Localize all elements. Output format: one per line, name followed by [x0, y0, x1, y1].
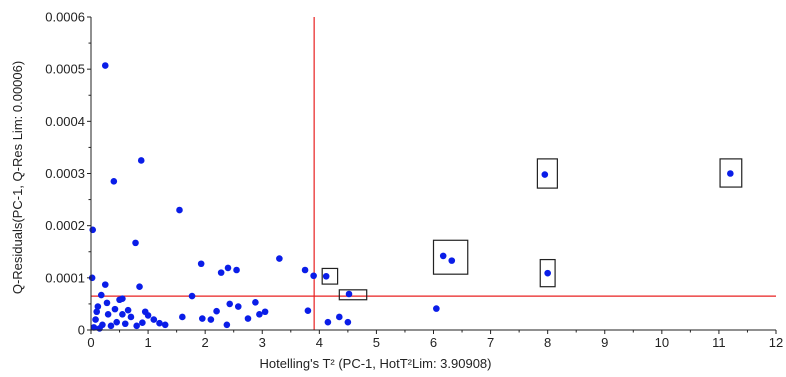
- data-point: [156, 319, 163, 327]
- y-tick-label: 0.0005: [45, 62, 85, 77]
- data-point: [119, 311, 126, 318]
- outlier-box: [338, 289, 368, 301]
- axes: [87, 16, 777, 334]
- x-tick-label: 11: [712, 335, 726, 350]
- x-tick-label: 5: [373, 335, 380, 350]
- x-tick-label: 12: [769, 335, 783, 350]
- data-point: [223, 321, 231, 329]
- data-point: [448, 257, 456, 264]
- data-point: [433, 305, 440, 312]
- data-point: [121, 320, 129, 328]
- limit-lines: [91, 17, 776, 330]
- data-point: [136, 283, 143, 291]
- data-point: [244, 315, 252, 322]
- data-point: [92, 316, 99, 323]
- x-tick-label: 3: [259, 335, 266, 350]
- outlier-box: [321, 267, 339, 285]
- data-point: [104, 311, 112, 318]
- data-point: [344, 318, 352, 326]
- data-point: [127, 313, 135, 321]
- data-point: [116, 296, 123, 304]
- data-point: [96, 325, 103, 332]
- data-point: [324, 318, 332, 326]
- data-point: [133, 322, 140, 330]
- x-tick-label: 1: [144, 335, 151, 350]
- data-point: [234, 303, 242, 310]
- y-tick-labels: 0 0.0001 0.0002 0.0003 0.0004 0.0005 0.0006: [45, 10, 85, 338]
- data-points: [88, 62, 734, 332]
- x-tick-labels: 0 1 2 3 4 5 6 7 8 9 10 11 12: [87, 335, 783, 350]
- data-point: [113, 318, 120, 326]
- x-tick-label: 7: [487, 335, 494, 350]
- y-tick-label: 0.0004: [45, 114, 85, 129]
- data-point: [224, 264, 232, 272]
- data-point: [132, 239, 139, 247]
- data-point: [226, 300, 234, 308]
- data-point: [541, 171, 549, 178]
- data-point: [101, 281, 109, 288]
- data-point: [179, 313, 186, 321]
- x-tick-label: 10: [655, 335, 669, 350]
- x-tick-label: 2: [202, 335, 209, 350]
- data-point: [207, 316, 215, 323]
- data-point: [101, 62, 109, 69]
- data-point: [439, 252, 447, 260]
- data-point: [727, 170, 734, 177]
- data-point: [124, 306, 132, 314]
- data-point: [322, 272, 330, 280]
- y-tick-label: 0.0001: [45, 270, 85, 285]
- data-point: [107, 322, 115, 330]
- data-point: [304, 307, 312, 314]
- data-point: [139, 319, 146, 326]
- data-point: [233, 266, 240, 274]
- data-point: [544, 269, 551, 277]
- x-tick-label: 9: [601, 335, 608, 350]
- data-point: [89, 226, 97, 234]
- x-tick-label: 6: [430, 335, 437, 350]
- data-point: [199, 315, 206, 322]
- data-point: [141, 308, 149, 316]
- y-tick-label: 0.0002: [45, 218, 85, 233]
- x-tick-label: 8: [544, 335, 551, 350]
- x-axis-title: Hotelling's T² (PC-1, HotT²Lim: 3.90908): [260, 356, 492, 371]
- x-tick-label: 0: [87, 335, 94, 350]
- x-tick-label: 4: [316, 335, 323, 350]
- outlier-box: [539, 258, 556, 288]
- y-tick-label: 0: [78, 323, 85, 338]
- data-point: [150, 316, 158, 323]
- data-point: [94, 303, 102, 310]
- data-point: [161, 321, 169, 329]
- outlier-box: [536, 158, 558, 189]
- y-tick-label: 0.0006: [45, 10, 85, 25]
- data-point: [301, 266, 309, 274]
- data-point: [276, 255, 283, 262]
- highlight-boxes: [321, 158, 743, 301]
- data-point: [111, 305, 119, 313]
- data-point: [137, 157, 145, 164]
- y-tick-label: 0.0003: [45, 166, 85, 181]
- data-point: [90, 324, 98, 331]
- outlier-box: [432, 239, 469, 275]
- outlier-box: [719, 158, 743, 188]
- data-point: [261, 308, 269, 316]
- data-point: [110, 178, 118, 185]
- data-point: [88, 274, 96, 282]
- data-point: [217, 269, 225, 276]
- data-point: [103, 299, 111, 307]
- data-point: [310, 272, 317, 280]
- data-point: [213, 307, 220, 315]
- data-point: [256, 311, 263, 318]
- data-point: [345, 290, 353, 298]
- y-axis-title: Q-Residuals(PC-1, Q-Res Lim: 0.00006): [10, 61, 25, 294]
- data-point: [97, 291, 105, 299]
- data-point: [197, 260, 205, 268]
- data-point: [336, 313, 343, 321]
- data-point: [176, 206, 183, 214]
- data-point: [93, 308, 101, 316]
- data-point: [252, 299, 259, 306]
- data-point: [188, 292, 196, 300]
